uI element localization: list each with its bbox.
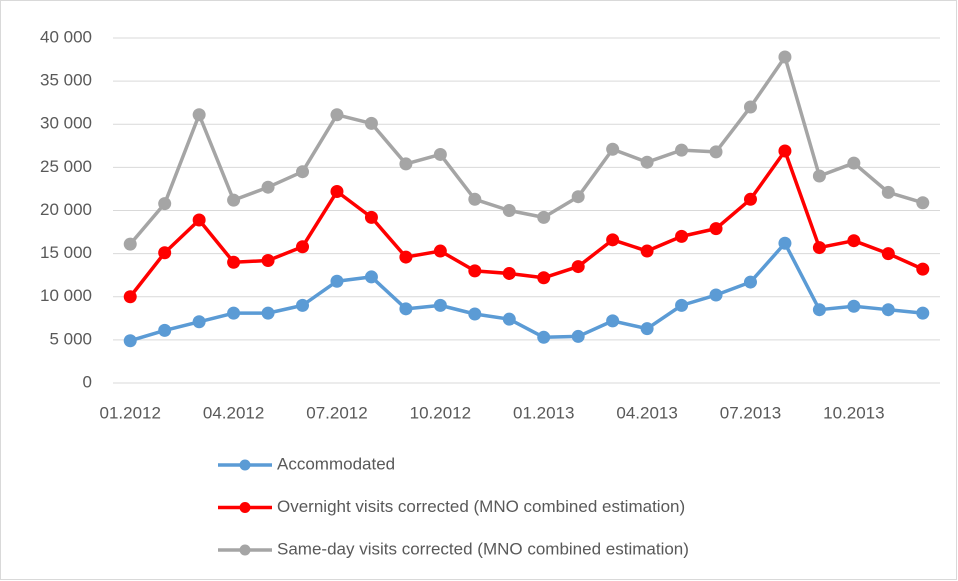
y-tick-label: 35 000	[40, 71, 92, 90]
data-point	[743, 192, 757, 206]
data-point	[847, 299, 861, 313]
data-point	[399, 157, 413, 171]
x-tick-label: 04.2013	[616, 403, 677, 422]
data-point	[709, 288, 723, 302]
data-point	[502, 266, 516, 280]
data-point	[296, 165, 310, 179]
data-point	[192, 315, 206, 329]
data-point	[606, 233, 620, 247]
data-point	[296, 298, 310, 312]
data-point	[675, 229, 689, 243]
legend-marker	[239, 459, 251, 471]
data-point	[881, 247, 895, 261]
x-tick-label: 01.2013	[513, 403, 574, 422]
x-tick-label: 01.2012	[100, 403, 161, 422]
data-point	[675, 143, 689, 157]
data-point	[227, 193, 241, 207]
data-point	[709, 222, 723, 236]
y-tick-label: 25 000	[40, 157, 92, 176]
data-point	[227, 306, 241, 320]
data-point	[778, 236, 792, 250]
data-point	[433, 147, 447, 161]
data-point	[881, 185, 895, 199]
data-point	[158, 246, 172, 260]
data-point	[468, 192, 482, 206]
y-tick-label: 5 000	[49, 329, 92, 348]
data-point	[330, 108, 344, 122]
data-point	[812, 241, 826, 255]
data-point	[433, 298, 447, 312]
data-point	[675, 298, 689, 312]
data-point	[364, 116, 378, 130]
data-point	[916, 262, 930, 276]
data-point	[364, 270, 378, 284]
data-point	[743, 275, 757, 289]
data-point	[571, 329, 585, 343]
data-point	[709, 145, 723, 159]
legend-marker	[239, 544, 251, 556]
data-point	[468, 264, 482, 278]
data-point	[743, 100, 757, 114]
data-point	[330, 185, 344, 199]
data-point	[261, 254, 275, 268]
data-point	[123, 237, 137, 251]
data-point	[502, 312, 516, 326]
data-point	[123, 290, 137, 304]
data-point	[158, 323, 172, 337]
data-point	[571, 260, 585, 274]
data-point	[123, 334, 137, 348]
data-point	[399, 302, 413, 316]
data-point	[227, 255, 241, 269]
data-point	[261, 306, 275, 320]
data-point	[606, 142, 620, 156]
legend-label: Overnight visits corrected (MNO combined…	[277, 497, 685, 516]
x-tick-label: 10.2012	[410, 403, 471, 422]
data-point	[640, 244, 654, 258]
y-tick-label: 30 000	[40, 114, 92, 133]
y-tick-label: 10 000	[40, 286, 92, 305]
data-point	[192, 108, 206, 122]
data-point	[296, 240, 310, 254]
data-point	[158, 197, 172, 211]
data-point	[364, 210, 378, 224]
data-point	[537, 271, 551, 285]
y-tick-label: 15 000	[40, 243, 92, 262]
data-point	[881, 303, 895, 317]
data-point	[916, 196, 930, 210]
data-point	[192, 213, 206, 227]
data-point	[916, 306, 930, 320]
data-point	[778, 144, 792, 158]
data-point	[847, 234, 861, 248]
data-point	[778, 50, 792, 64]
x-tick-label: 07.2012	[306, 403, 367, 422]
y-tick-label: 20 000	[40, 200, 92, 219]
x-tick-label: 04.2012	[203, 403, 264, 422]
data-point	[606, 314, 620, 328]
data-point	[330, 274, 344, 288]
legend-label: Accommodated	[277, 454, 395, 473]
data-point	[537, 330, 551, 344]
data-point	[261, 180, 275, 194]
data-point	[399, 250, 413, 264]
x-tick-label: 10.2013	[823, 403, 884, 422]
y-tick-label: 0	[83, 372, 92, 391]
data-point	[812, 169, 826, 183]
y-tick-label: 40 000	[40, 27, 92, 46]
legend-label: Same-day visits corrected (MNO combined …	[277, 539, 689, 558]
data-point	[812, 303, 826, 317]
data-point	[433, 244, 447, 258]
data-point	[847, 156, 861, 170]
data-point	[640, 155, 654, 169]
data-point	[640, 322, 654, 336]
data-point	[468, 307, 482, 321]
data-point	[502, 204, 516, 217]
legend-marker	[239, 502, 251, 513]
data-point	[571, 190, 585, 204]
data-point	[537, 210, 551, 224]
x-tick-label: 07.2013	[720, 403, 781, 422]
